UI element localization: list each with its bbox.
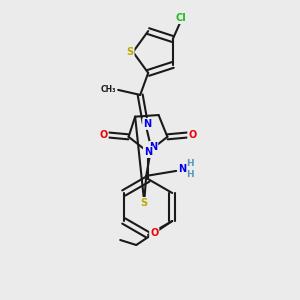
Text: N: N (143, 119, 151, 129)
Text: S: S (126, 47, 134, 57)
Text: N: N (149, 142, 157, 152)
Text: S: S (141, 198, 148, 208)
Text: Cl: Cl (176, 13, 186, 23)
Text: O: O (150, 228, 158, 238)
Text: O: O (100, 130, 108, 140)
Text: N: N (144, 147, 152, 157)
Text: CH₃: CH₃ (101, 85, 116, 94)
Text: N: N (178, 164, 186, 174)
Text: H: H (186, 159, 194, 168)
Text: O: O (188, 130, 196, 140)
Text: H: H (186, 170, 194, 179)
